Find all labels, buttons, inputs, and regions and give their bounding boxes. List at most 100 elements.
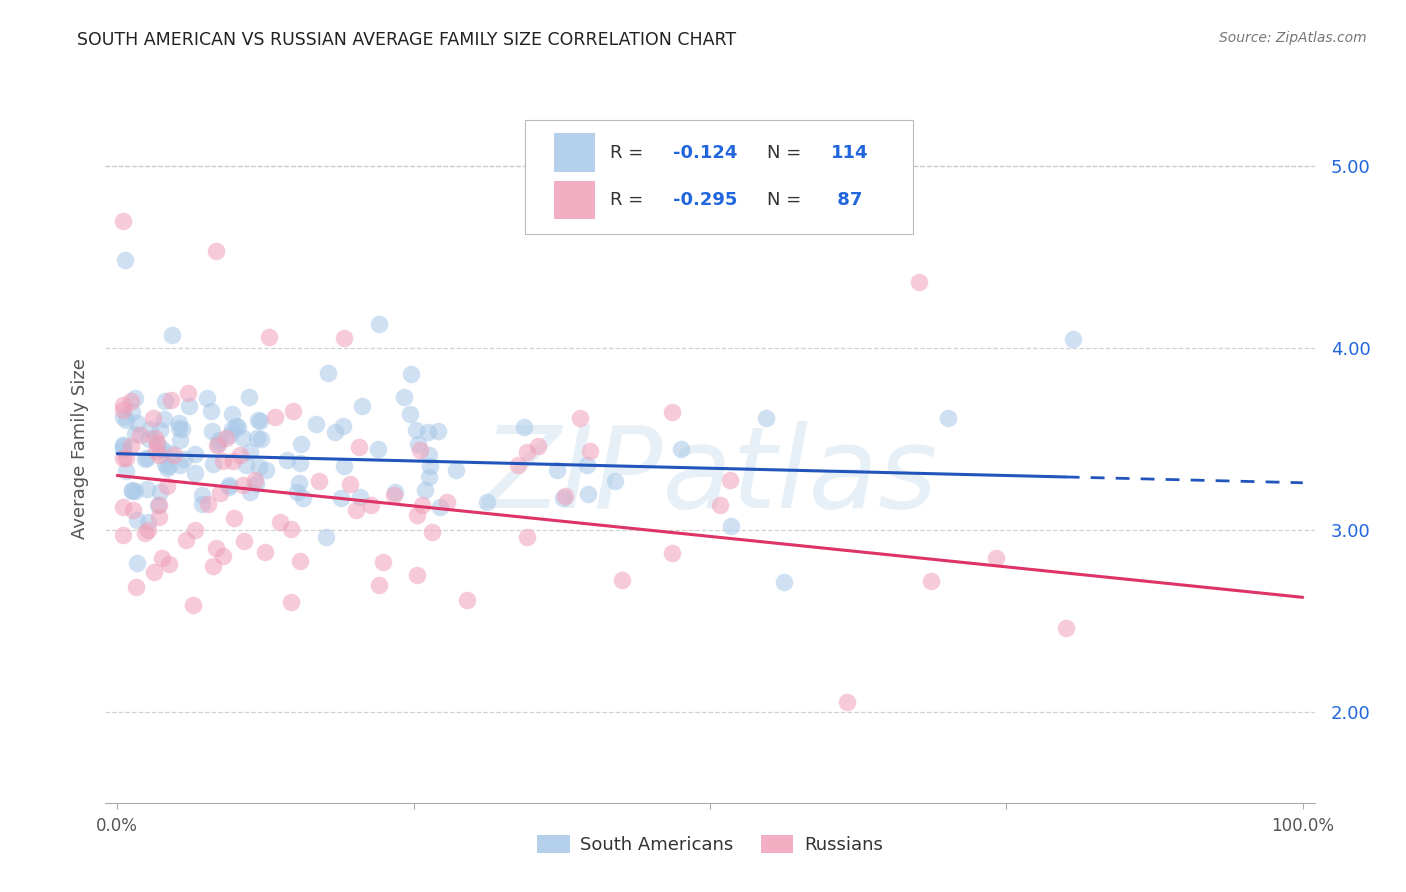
Text: -0.295: -0.295	[672, 191, 737, 209]
Point	[305, 417, 328, 432]
Point	[148, 448, 170, 462]
Point	[551, 491, 574, 506]
Point	[157, 557, 180, 571]
Point	[135, 450, 157, 465]
Y-axis label: Average Family Size: Average Family Size	[70, 358, 89, 539]
Point	[382, 488, 405, 502]
Point	[527, 439, 550, 453]
Point	[920, 574, 942, 589]
Point	[148, 510, 170, 524]
Point	[128, 428, 150, 442]
Point	[405, 424, 427, 438]
Point	[112, 402, 135, 417]
Point	[207, 434, 229, 448]
Point	[1054, 621, 1077, 635]
Point	[986, 551, 1008, 566]
Point	[610, 573, 633, 587]
Point	[579, 444, 602, 458]
Point	[773, 575, 796, 590]
Point	[211, 549, 233, 564]
Point	[136, 515, 159, 529]
Point	[218, 478, 240, 492]
Point	[246, 413, 269, 427]
Point	[513, 420, 536, 434]
Point	[219, 428, 242, 442]
Point	[576, 458, 599, 473]
Point	[323, 425, 346, 439]
Point	[238, 390, 260, 404]
Point	[136, 523, 159, 537]
Point	[254, 463, 277, 477]
Point	[316, 366, 339, 380]
Point	[332, 419, 354, 434]
Point	[177, 386, 200, 401]
Point	[224, 510, 246, 524]
Point	[398, 407, 420, 421]
Point	[195, 391, 218, 405]
Point	[221, 422, 243, 436]
Text: -0.124: -0.124	[672, 144, 737, 161]
FancyBboxPatch shape	[554, 181, 595, 219]
Point	[160, 327, 183, 342]
Point	[249, 414, 271, 428]
Point	[554, 489, 576, 503]
Point	[149, 424, 172, 438]
FancyBboxPatch shape	[554, 134, 595, 171]
Point	[159, 446, 181, 460]
Point	[134, 525, 156, 540]
Text: R =: R =	[610, 191, 648, 209]
Point	[122, 503, 145, 517]
Point	[148, 498, 170, 512]
Point	[384, 485, 406, 500]
Point	[169, 458, 191, 472]
Point	[127, 513, 149, 527]
Point	[153, 394, 176, 409]
Text: N =: N =	[766, 191, 807, 209]
Point	[245, 476, 267, 491]
Point	[276, 453, 298, 467]
Point	[661, 405, 683, 419]
Point	[936, 410, 959, 425]
Point	[409, 443, 432, 458]
Point	[288, 554, 311, 568]
Point	[257, 330, 280, 344]
Point	[239, 445, 262, 459]
Point	[288, 476, 311, 491]
Point	[181, 598, 204, 612]
Point	[516, 530, 538, 544]
Point	[177, 399, 200, 413]
Point	[112, 409, 135, 424]
Point	[167, 421, 190, 435]
Point	[120, 394, 142, 409]
Point	[124, 484, 146, 499]
Point	[136, 482, 159, 496]
Point	[232, 478, 254, 492]
Point	[399, 368, 422, 382]
Point	[475, 495, 498, 509]
Point	[228, 419, 250, 434]
Point	[413, 483, 436, 498]
Point	[112, 528, 135, 542]
Text: Source: ZipAtlas.com: Source: ZipAtlas.com	[1219, 31, 1367, 45]
Point	[280, 522, 302, 536]
Text: SOUTH AMERICAN VS RUSSIAN AVERAGE FAMILY SIZE CORRELATION CHART: SOUTH AMERICAN VS RUSSIAN AVERAGE FAMILY…	[77, 31, 737, 49]
Point	[173, 452, 195, 467]
Point	[288, 456, 311, 470]
Point	[344, 503, 367, 517]
Point	[232, 431, 254, 445]
Point	[333, 331, 356, 345]
Text: ZIPatlas: ZIPatlas	[482, 421, 938, 533]
Point	[281, 404, 304, 418]
Point	[235, 458, 257, 472]
Point	[170, 422, 193, 436]
Point	[426, 424, 449, 438]
Point	[156, 461, 179, 475]
Point	[308, 474, 330, 488]
Point	[148, 499, 170, 513]
Point	[112, 439, 135, 453]
Point	[419, 458, 441, 473]
Point	[720, 519, 742, 533]
Point	[225, 419, 247, 434]
Point	[142, 411, 165, 425]
Point	[153, 412, 176, 426]
